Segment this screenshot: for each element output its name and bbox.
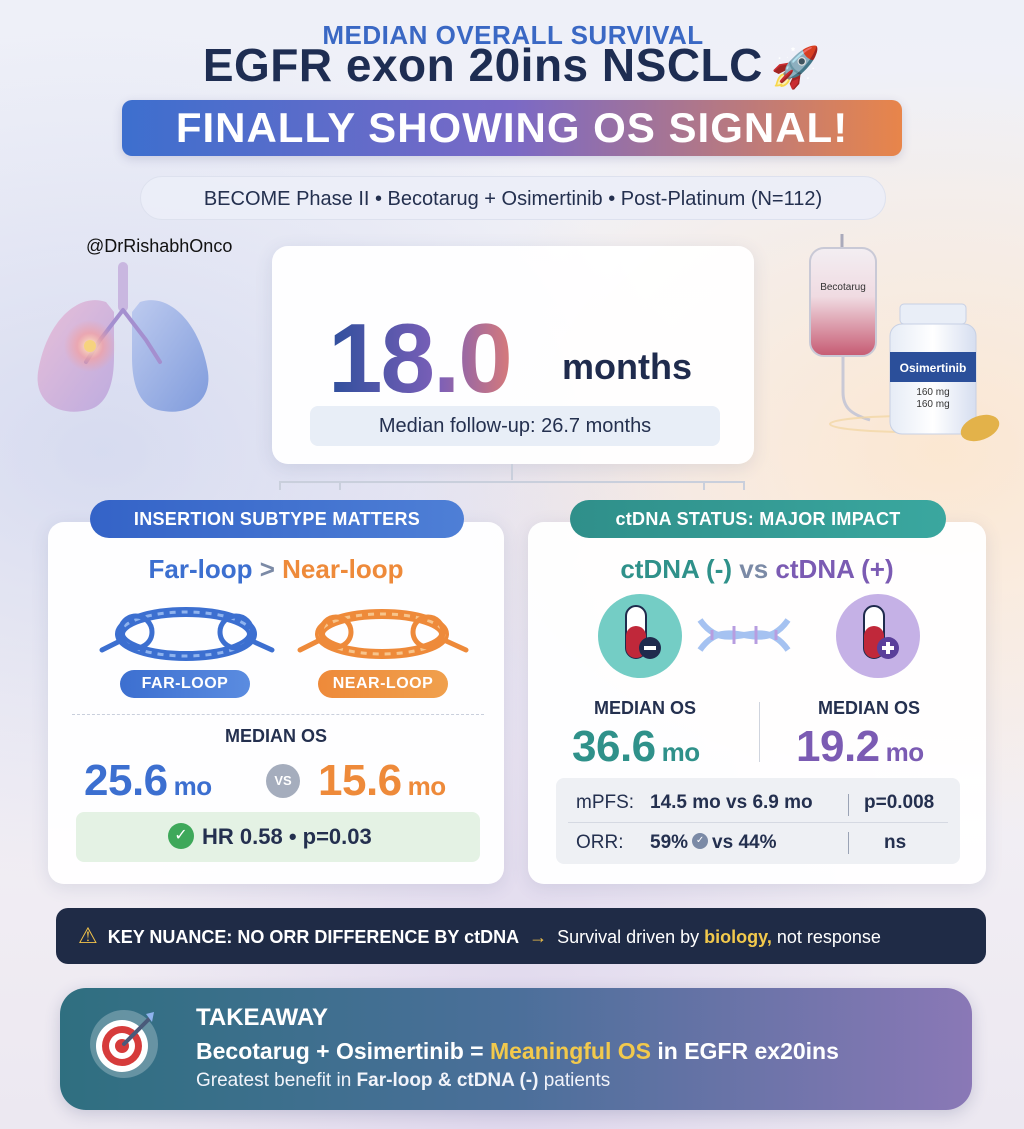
followup-label: Median follow-up: 26.7 months — [310, 406, 720, 446]
nuance-text-a: Survival driven by — [557, 927, 705, 947]
takeaway-line2-c: patients — [538, 1070, 611, 1091]
orr-label: ORR: — [576, 832, 624, 853]
author-handle: @DrRishabhOnco — [86, 236, 233, 256]
hazard-ratio-box: ✓ HR 0.58 • p=0.03 — [76, 812, 480, 862]
ctdna-vs: vs — [739, 554, 769, 584]
divider — [72, 714, 484, 715]
ctdna-comparison-heading: ctDNA (-) vs ctDNA (+) — [528, 554, 986, 585]
page-title: EGFR exon 20ins NSCLC 🚀 — [0, 38, 1024, 92]
far-loop-os-value: 25.6 mo — [84, 756, 212, 806]
bottle-label: Osimertinib — [900, 361, 967, 375]
near-loop-protein-icon — [297, 609, 469, 659]
stats-row-divider — [568, 822, 948, 823]
orr-value-positive: vs 44% — [712, 832, 777, 853]
key-nuance-title: KEY NUANCE: NO ORR DIFFERENCE BY ctDNA — [107, 927, 520, 947]
nuance-highlight: biology, — [704, 927, 772, 947]
title-text: EGFR exon 20ins NSCLC — [202, 39, 763, 91]
ctdna-negative-os-label: MEDIAN OS — [594, 698, 697, 718]
hazard-ratio-text: HR 0.58 • p=0.03 — [202, 824, 372, 849]
check-icon: ✓ — [692, 832, 709, 849]
blood-tube-dna-illustration — [598, 594, 920, 678]
mpfs-p-value: p=0.008 — [864, 792, 935, 813]
iv-bag-and-pill-bottle-icon: Becotarug Osimertinib 160 mg 160 mg — [809, 234, 1000, 442]
median-os-label-left: MEDIAN OS — [224, 726, 327, 746]
takeaway-line2-a: Greatest benefit in — [196, 1070, 357, 1091]
ctdna-negative-os-number: 36.6 — [572, 722, 656, 771]
dose-2: 160 mg — [916, 399, 949, 410]
vs-badge: VS — [266, 764, 300, 798]
loop-comparison-heading: Far-loop > Near-loop — [48, 554, 504, 585]
headline-banner: FINALLY SHOWING OS SIGNAL! — [122, 100, 902, 156]
arrow-right-icon: → — [529, 927, 548, 947]
far-loop-os-number: 25.6 — [84, 756, 168, 805]
orr-value-negative: 59% — [650, 832, 689, 853]
near-loop-os-number: 15.6 — [318, 756, 402, 805]
insertion-subtype-chip: INSERTION SUBTYPE MATTERS — [90, 500, 464, 538]
takeaway-title: TAKEAWAY — [196, 1004, 329, 1031]
trial-subtitle: BECOME Phase II • Becotarug + Osimertini… — [140, 176, 886, 220]
vertical-divider — [759, 702, 760, 762]
takeaway-line1-b: in EGFR ex20ins — [650, 1038, 839, 1064]
far-loop-heading: Far-loop — [148, 554, 253, 584]
mpfs-label: mPFS: — [576, 792, 635, 813]
ctdna-positive-os-label: MEDIAN OS — [818, 698, 921, 718]
secondary-endpoints-box — [556, 778, 960, 864]
takeaway-panel — [60, 988, 972, 1110]
takeaway-line2-b: Far-loop & ctDNA (-) — [356, 1070, 539, 1091]
takeaway-line1-a: Becotarug + Osimertinib = — [196, 1038, 490, 1064]
ctdna-status-chip: ctDNA STATUS: MAJOR IMPACT — [570, 500, 946, 538]
ctdna-positive-os-value: 19.2 mo — [796, 722, 924, 772]
ctdna-negative-os-unit: mo — [661, 737, 701, 767]
far-loop-protein-icon — [99, 607, 275, 661]
near-loop-heading: Near-loop — [282, 554, 404, 584]
median-os-value: 18.0 — [328, 303, 513, 413]
greater-than-sign: > — [259, 554, 275, 584]
orr-p-value: ns — [884, 832, 907, 853]
check-icon: ✓ — [168, 823, 194, 850]
takeaway-sub-line: Greatest benefit in Far-loop & ctDNA (-)… — [196, 1070, 610, 1092]
orr-values: 59% ✓ vs 44% — [650, 832, 776, 854]
nuance-text-b: not response — [771, 927, 881, 947]
takeaway-main-line: Becotarug + Osimertinib = Meaningful OS … — [196, 1038, 839, 1065]
dose-1: 160 mg — [916, 387, 949, 398]
ctdna-positive-os-number: 19.2 — [796, 722, 880, 771]
far-loop-os-unit: mo — [173, 771, 213, 801]
median-os-unit: months — [562, 346, 692, 387]
ctdna-negative-heading: ctDNA (-) — [620, 554, 733, 584]
takeaway-highlight-meaningful: Meaningful — [489, 1038, 612, 1064]
lungs-icon — [37, 262, 209, 412]
near-loop-os-value: 15.6 mo — [318, 756, 446, 806]
mpfs-separator — [848, 794, 849, 816]
ctdna-positive-heading: ctDNA (+) — [775, 554, 894, 584]
ctdna-positive-os-unit: mo — [885, 737, 925, 767]
mpfs-values: 14.5 mo vs 6.9 mo — [650, 792, 813, 813]
rocket-icon: 🚀 — [770, 46, 822, 90]
near-loop-os-unit: mo — [407, 771, 447, 801]
far-loop-tag: FAR-LOOP — [120, 670, 250, 698]
bag-label: Becotarug — [820, 282, 866, 293]
orr-separator — [848, 832, 849, 854]
key-nuance-banner: ⚠ KEY NUANCE: NO ORR DIFFERENCE BY ctDNA →… — [56, 908, 986, 964]
ctdna-negative-os-value: 36.6 mo — [572, 722, 700, 772]
median-os-label: MEDIAN OVERALL SURVIVAL — [322, 20, 704, 50]
warning-icon: ⚠ — [78, 923, 98, 948]
near-loop-tag: NEAR-LOOP — [318, 670, 448, 698]
target-icon — [90, 1010, 158, 1078]
connector-lines — [279, 464, 745, 490]
takeaway-highlight-os: OS — [617, 1038, 651, 1064]
